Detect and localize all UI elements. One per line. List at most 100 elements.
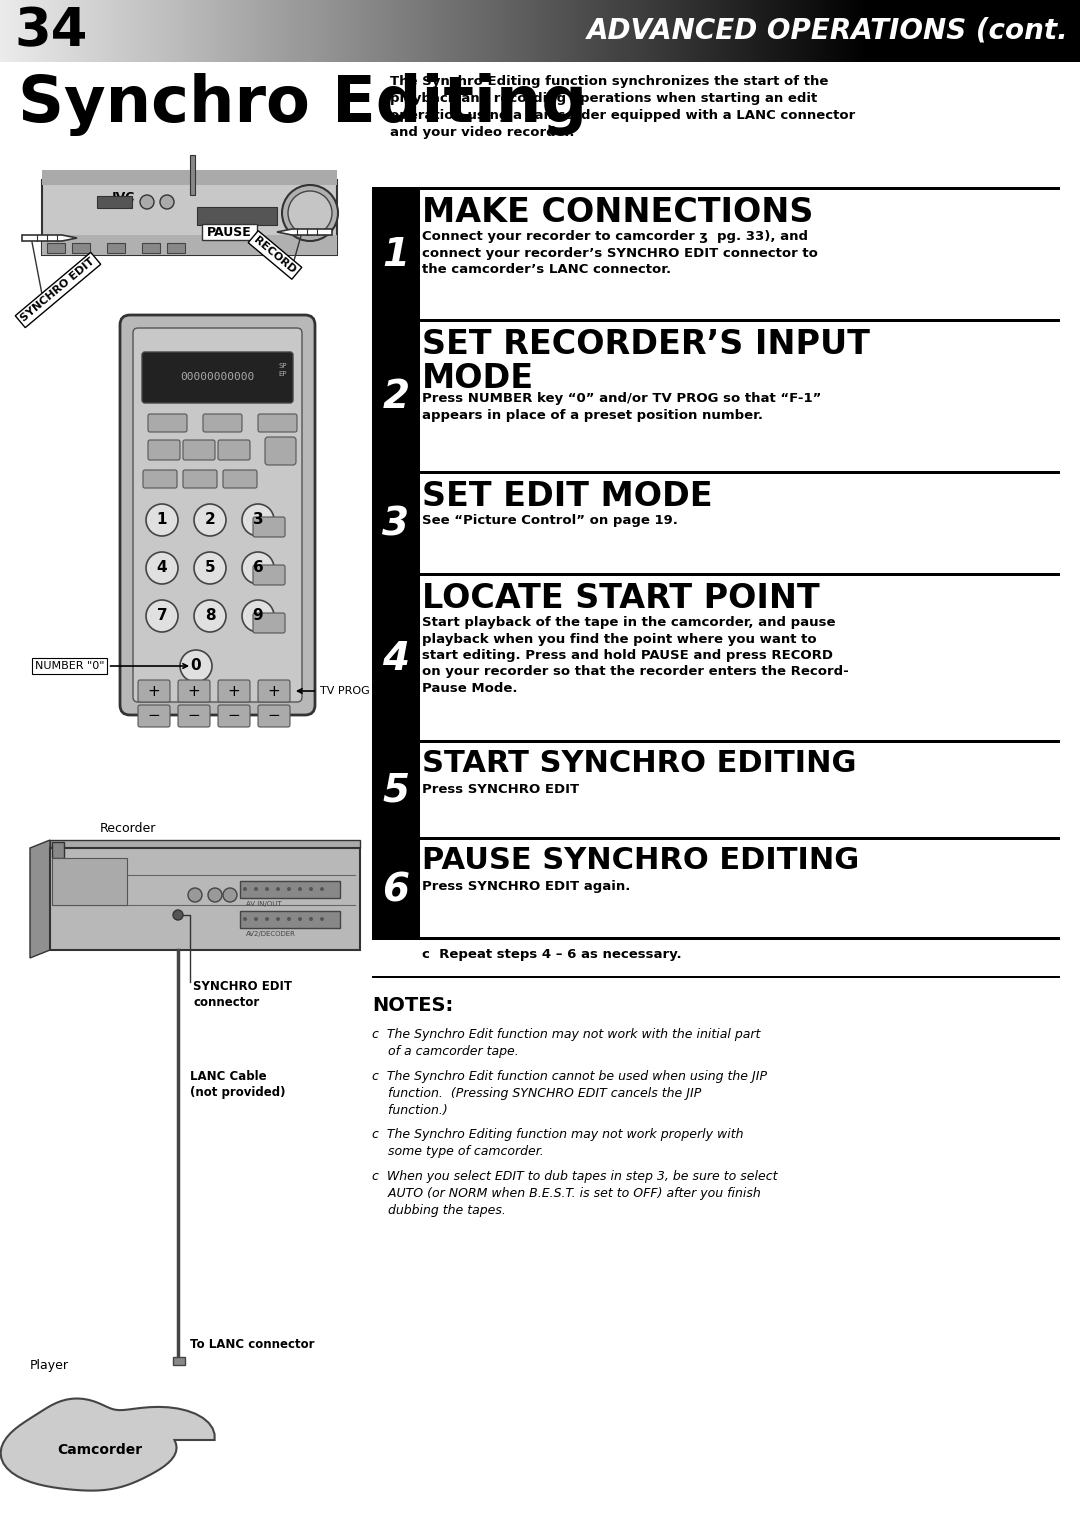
FancyBboxPatch shape [183, 470, 217, 488]
Bar [238, 0, 242, 63]
Text: +: + [188, 684, 201, 699]
Bar [799, 0, 804, 63]
FancyBboxPatch shape [178, 681, 210, 702]
Bar [162, 0, 166, 63]
Bar [662, 0, 667, 63]
Bar [781, 0, 786, 63]
Bar [54, 0, 58, 63]
Bar [612, 0, 617, 63]
Bar [421, 0, 426, 63]
Bar [230, 0, 235, 63]
Bar [375, 0, 379, 63]
Bar [864, 0, 868, 63]
Text: RECORD: RECORD [252, 235, 298, 275]
Bar [980, 0, 984, 63]
Bar [51, 0, 55, 63]
Bar [1026, 0, 1030, 63]
Circle shape [309, 887, 313, 891]
FancyBboxPatch shape [218, 681, 249, 702]
Bar [699, 0, 703, 63]
Bar [378, 0, 382, 63]
Bar [846, 0, 851, 63]
Bar [792, 0, 797, 63]
Bar [691, 0, 696, 63]
Text: LOCATE START POINT: LOCATE START POINT [422, 581, 820, 615]
Text: Connect your recorder to camcorder ʒ  pg. 33), and
connect your recorder’s SYNCH: Connect your recorder to camcorder ʒ pg.… [422, 230, 818, 276]
Bar [742, 0, 746, 63]
Bar [713, 0, 717, 63]
Text: 9: 9 [253, 609, 264, 624]
Bar [997, 0, 1002, 63]
Bar [724, 0, 728, 63]
Circle shape [222, 888, 237, 902]
Circle shape [146, 504, 178, 536]
Circle shape [188, 888, 202, 902]
Bar [194, 0, 199, 63]
Text: Camcorder: Camcorder [57, 1444, 143, 1457]
Bar [954, 0, 959, 63]
Bar [1069, 0, 1074, 63]
Text: 4: 4 [382, 639, 409, 678]
Bar [886, 0, 890, 63]
Circle shape [194, 504, 226, 536]
Bar [372, 836, 1059, 839]
Bar [144, 0, 149, 63]
Bar [893, 0, 897, 63]
Bar [551, 0, 555, 63]
Bar [896, 0, 901, 63]
Bar [910, 0, 916, 63]
Bar [364, 0, 368, 63]
Bar [1062, 0, 1067, 63]
Bar [918, 0, 922, 63]
Circle shape [242, 600, 274, 632]
Bar [616, 0, 620, 63]
Text: 00000000000: 00000000000 [180, 372, 254, 382]
Text: 6: 6 [253, 560, 264, 575]
Text: 7: 7 [157, 609, 167, 624]
Bar [688, 0, 692, 63]
Text: SET RECORDER’S INPUT
MODE: SET RECORDER’S INPUT MODE [422, 328, 869, 395]
Bar [677, 0, 681, 63]
Text: Synchro Editing: Synchro Editing [18, 73, 588, 136]
Bar [446, 0, 451, 63]
Text: 6: 6 [382, 871, 409, 909]
FancyBboxPatch shape [133, 328, 302, 702]
Circle shape [208, 888, 222, 902]
Bar [680, 0, 685, 63]
Bar [86, 0, 91, 63]
Bar [43, 0, 48, 63]
Circle shape [254, 887, 258, 891]
Bar [396, 0, 401, 63]
Bar [807, 0, 811, 63]
Bar [1015, 0, 1020, 63]
Text: Press NUMBER key “0” and/or TV PROG so that “F-1”
appears in place of a preset p: Press NUMBER key “0” and/or TV PROG so t… [422, 392, 822, 421]
Bar [961, 0, 966, 63]
Bar [42, 180, 337, 255]
Bar [42, 235, 337, 255]
Bar [666, 0, 671, 63]
Text: LANC Cable
(not provided): LANC Cable (not provided) [190, 1070, 285, 1099]
Circle shape [194, 552, 226, 584]
Bar [483, 0, 487, 63]
Bar [872, 0, 876, 63]
Bar [241, 0, 246, 63]
Text: Press SYNCHRO EDIT: Press SYNCHRO EDIT [422, 783, 579, 797]
Text: JVC: JVC [112, 191, 135, 204]
Bar [372, 839, 420, 940]
Bar [407, 0, 411, 63]
Bar [904, 0, 908, 63]
Bar [1077, 0, 1080, 63]
Bar [529, 0, 534, 63]
Bar [1004, 0, 1009, 63]
Bar [778, 0, 782, 63]
Text: See “Picture Control” on page 19.: See “Picture Control” on page 19. [422, 514, 678, 526]
Text: PAUSE: PAUSE [206, 226, 252, 238]
Bar [57, 0, 63, 63]
Bar [684, 0, 689, 63]
Bar [130, 0, 134, 63]
Bar [372, 977, 1059, 978]
Bar [720, 0, 725, 63]
Bar [435, 0, 441, 63]
Bar [79, 0, 84, 63]
Text: SET EDIT MODE: SET EDIT MODE [422, 481, 713, 513]
